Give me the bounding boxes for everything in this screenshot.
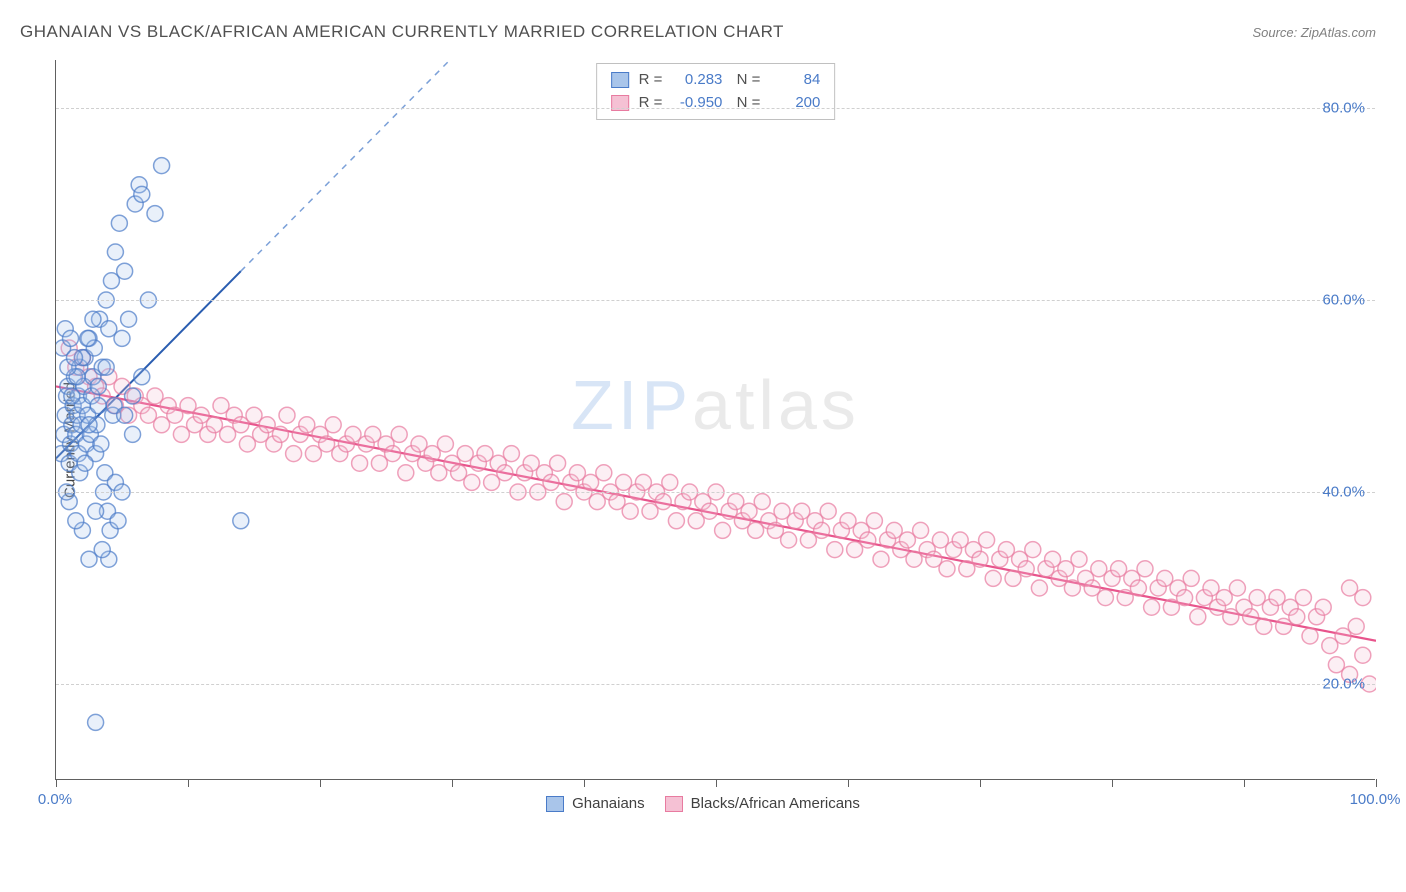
- scatter-points-layer: [56, 60, 1376, 780]
- correlation-stats-box: R = 0.283 N = 84 R = -0.950 N = 200: [596, 63, 836, 120]
- stats-row-ghanaians: R = 0.283 N = 84: [611, 69, 821, 92]
- gridline: [56, 684, 1375, 685]
- r-label: R =: [639, 69, 663, 92]
- x-tick: [1376, 779, 1377, 787]
- x-tick: [452, 779, 453, 787]
- x-tick: [188, 779, 189, 787]
- r-value-ghanaians: 0.283: [672, 69, 722, 92]
- x-tick: [584, 779, 585, 787]
- x-tick-label: 100.0%: [1350, 791, 1401, 808]
- n-label: N =: [732, 92, 760, 115]
- gridline: [56, 300, 1375, 301]
- x-tick: [320, 779, 321, 787]
- gridline: [56, 108, 1375, 109]
- r-label: R =: [639, 92, 663, 115]
- chart-title: GHANAIAN VS BLACK/AFRICAN AMERICAN CURRE…: [20, 22, 784, 42]
- y-tick-label: 20.0%: [1322, 676, 1365, 693]
- n-value-ghanaians: 84: [770, 69, 820, 92]
- x-tick: [56, 779, 57, 787]
- x-tick: [1244, 779, 1245, 787]
- legend-item-ghanaians: Ghanaians: [546, 795, 645, 812]
- n-value-blacks: 200: [770, 92, 820, 115]
- legend-bottom: Ghanaians Blacks/African Americans: [20, 795, 1386, 812]
- legend-item-blacks: Blacks/African Americans: [665, 795, 860, 812]
- y-tick-label: 60.0%: [1322, 292, 1365, 309]
- n-label: N =: [732, 69, 760, 92]
- legend-swatch-ghanaians-icon: [546, 796, 564, 812]
- gridline: [56, 492, 1375, 493]
- x-tick: [716, 779, 717, 787]
- x-tick-label: 0.0%: [38, 791, 72, 808]
- legend-label-ghanaians: Ghanaians: [572, 795, 645, 812]
- chart-container: Currently Married ZIPatlas R = 0.283 N =…: [20, 60, 1386, 820]
- swatch-ghanaians-icon: [611, 72, 629, 88]
- x-tick: [848, 779, 849, 787]
- chart-header: GHANAIAN VS BLACK/AFRICAN AMERICAN CURRE…: [0, 0, 1406, 52]
- y-tick-label: 80.0%: [1322, 100, 1365, 117]
- stats-row-blacks: R = -0.950 N = 200: [611, 92, 821, 115]
- plot-area: ZIPatlas R = 0.283 N = 84 R = -0.950 N =…: [55, 60, 1375, 780]
- x-tick: [1112, 779, 1113, 787]
- chart-source: Source: ZipAtlas.com: [1252, 25, 1376, 40]
- r-value-blacks: -0.950: [672, 92, 722, 115]
- x-tick: [980, 779, 981, 787]
- legend-swatch-blacks-icon: [665, 796, 683, 812]
- y-tick-label: 40.0%: [1322, 484, 1365, 501]
- legend-label-blacks: Blacks/African Americans: [691, 795, 860, 812]
